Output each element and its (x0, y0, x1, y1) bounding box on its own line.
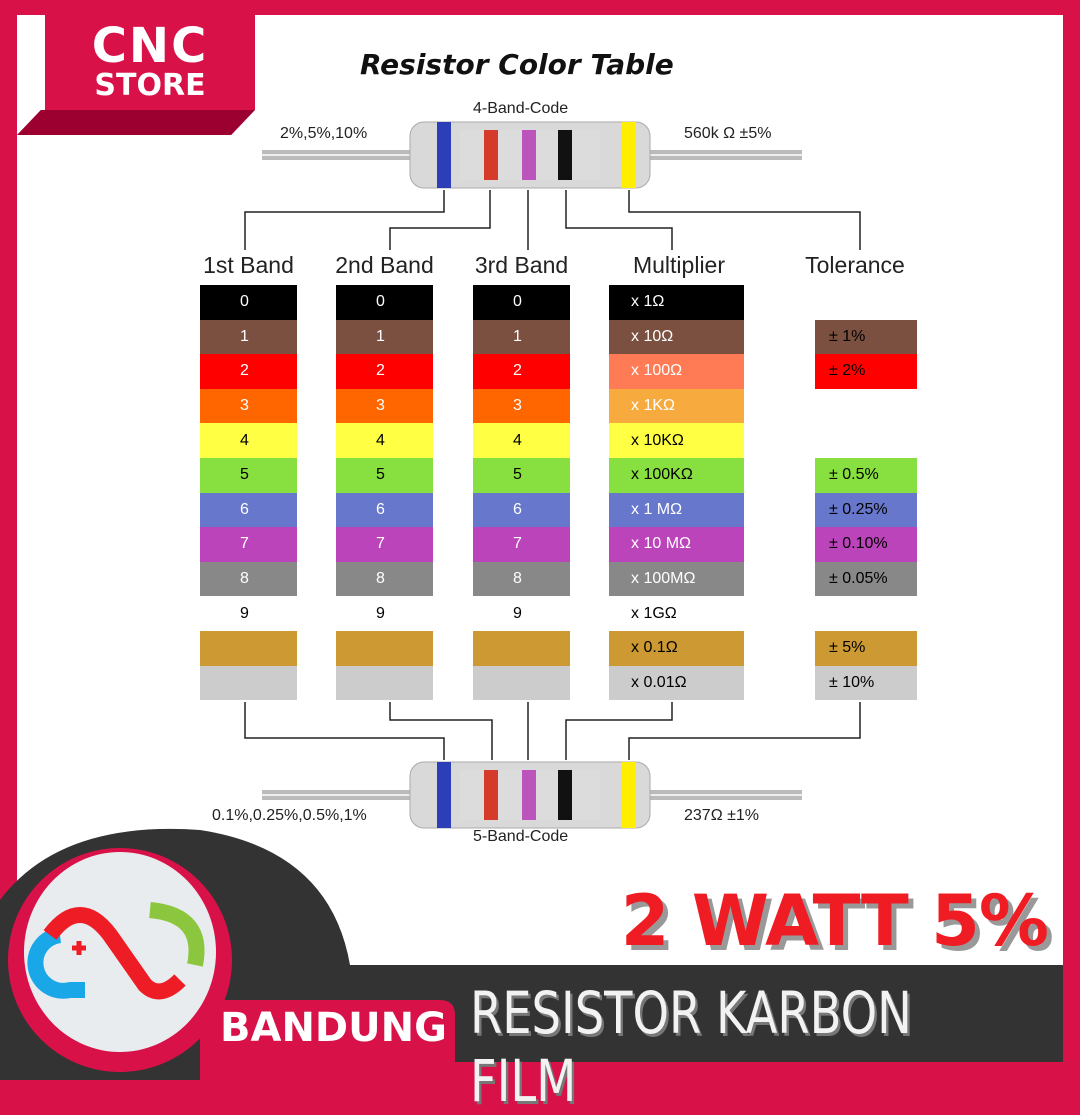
header-1st-band: 1st Band (203, 252, 294, 278)
four-band-left: 2%,5%,10% (280, 125, 368, 142)
five-band-resistor-band (437, 762, 451, 828)
tolerance-cell: ± 1% (815, 319, 917, 355)
first-band-cell: 6 (200, 492, 297, 528)
second-band-cell: 7 (336, 527, 433, 562)
third-band-cell: 7 (473, 527, 570, 562)
four-band-resistor-band (437, 122, 451, 188)
third-band-cell (473, 665, 570, 701)
third-band-cell: 5 (473, 457, 570, 493)
multiplier-cell: x 100Ω (609, 354, 744, 389)
wire-tolerance (628, 190, 861, 250)
first-band-cell: 9 (200, 596, 297, 631)
brand-logo: CNC STORE (45, 15, 255, 110)
tolerance-cell: ± 2% (815, 354, 917, 389)
product-banner: RESISTOR KARBON FILM (455, 965, 1063, 1115)
four-band-resistor-band (622, 122, 636, 188)
first-band-cell (200, 665, 297, 701)
multiplier-cell: x 1Ω (609, 285, 744, 320)
second-band-cell (336, 630, 433, 666)
second-band-cell: 6 (336, 492, 433, 528)
wire-2nd-band (389, 190, 491, 250)
four-band-resistor-band (484, 130, 498, 180)
product-name: RESISTOR KARBON FILM (470, 979, 912, 1115)
third-band-cell: 3 (473, 388, 570, 424)
third-band-cell: 6 (473, 492, 570, 528)
first-band-cell: 0 (200, 285, 297, 320)
five-band-label: 5-Band-Code (473, 828, 569, 845)
five-band-left: 0.1%,0.25%,0.5%,1% (212, 807, 367, 824)
second-band-cell: 5 (336, 457, 433, 493)
four-band-right: 560k Ω ±5% (684, 125, 772, 142)
multiplier-cell: x 10Ω (609, 319, 744, 355)
second-band-cell: 0 (336, 285, 433, 320)
wire-1st-band (244, 190, 445, 250)
first-band-cell: 2 (200, 354, 297, 389)
tolerance-cell: ± 0.10% (815, 527, 917, 562)
wire-multiplier (565, 190, 673, 250)
second-band-cell: 3 (336, 388, 433, 424)
logo-line1: CNC (91, 18, 209, 74)
first-band-cell: 4 (200, 423, 297, 458)
third-band-cell (473, 630, 570, 666)
header-3rd-band: 3rd Band (474, 252, 569, 278)
wire5-2nd-band (389, 702, 493, 760)
third-band-cell: 9 (473, 596, 570, 631)
logo-shadow (17, 110, 255, 135)
first-band-cell: 3 (200, 388, 297, 424)
multiplier-cell: x 0.01Ω (609, 665, 744, 701)
first-band-cell: 1 (200, 319, 297, 355)
wire5-tolerance (628, 702, 861, 760)
tolerance-cell: ± 5% (815, 631, 917, 666)
four-band-resistor-band (558, 130, 572, 180)
header-tolerance: Tolerance (805, 252, 905, 278)
second-band-cell: 9 (336, 596, 433, 631)
multiplier-cell: x 100KΩ (609, 457, 744, 493)
tolerance-cell: ± 0.05% (815, 561, 917, 597)
header-multiplier: Multiplier (632, 252, 726, 278)
tolerance-cell: ± 0.25% (815, 492, 917, 528)
second-band-cell: 8 (336, 561, 433, 597)
multiplier-cell: x 1KΩ (609, 388, 744, 424)
third-band-cell: 1 (473, 319, 570, 355)
multiplier-cell: x 10 MΩ (609, 527, 744, 562)
header-2nd-band: 2nd Band (335, 252, 434, 278)
wire5-1st-band (244, 702, 445, 760)
tolerance-cell: ± 10% (815, 665, 917, 701)
multiplier-cell: x 100MΩ (609, 561, 744, 597)
third-band-cell: 8 (473, 561, 570, 597)
diagram-lines (244, 121, 861, 829)
wire5-multiplier (565, 702, 673, 760)
headline: 2 WATT 5% (620, 880, 1049, 962)
first-band-cell: 8 (200, 561, 297, 597)
second-band-cell: 4 (336, 423, 433, 458)
first-band-cell: 7 (200, 527, 297, 562)
five-band-right: 237Ω ±1% (684, 807, 760, 824)
multiplier-cell: x 10KΩ (609, 423, 744, 458)
four-band-resistor-band (522, 130, 536, 180)
second-band-cell: 1 (336, 319, 433, 355)
logo-line2: STORE (94, 68, 206, 103)
third-band-cell: 2 (473, 354, 570, 389)
city-label: BANDUNG (220, 1005, 447, 1051)
multiplier-cell: x 1GΩ (609, 596, 744, 631)
third-band-cell: 4 (473, 423, 570, 458)
five-band-resistor-band (522, 770, 536, 820)
multiplier-cell: x 1 MΩ (609, 492, 744, 528)
four-band-label: 4-Band-Code (473, 100, 569, 117)
second-band-cell: 2 (336, 354, 433, 389)
first-band-cell (200, 630, 297, 666)
five-band-resistor-band (622, 762, 636, 828)
table-title: Resistor Color Table (360, 48, 674, 81)
multiplier-column: x 1Ω x 10Ω x 100Ω x 1KΩ x 10KΩ x 100KΩ x 1 MΩ x… (609, 285, 744, 701)
third-band-cell: 0 (473, 285, 570, 320)
five-band-resistor-band (484, 770, 498, 820)
five-band-resistor-band (558, 770, 572, 820)
second-band-cell (336, 665, 433, 701)
multiplier-cell: x 0.1Ω (609, 630, 744, 666)
first-band-cell: 5 (200, 457, 297, 493)
tolerance-cell: ± 0.5% (815, 458, 917, 493)
